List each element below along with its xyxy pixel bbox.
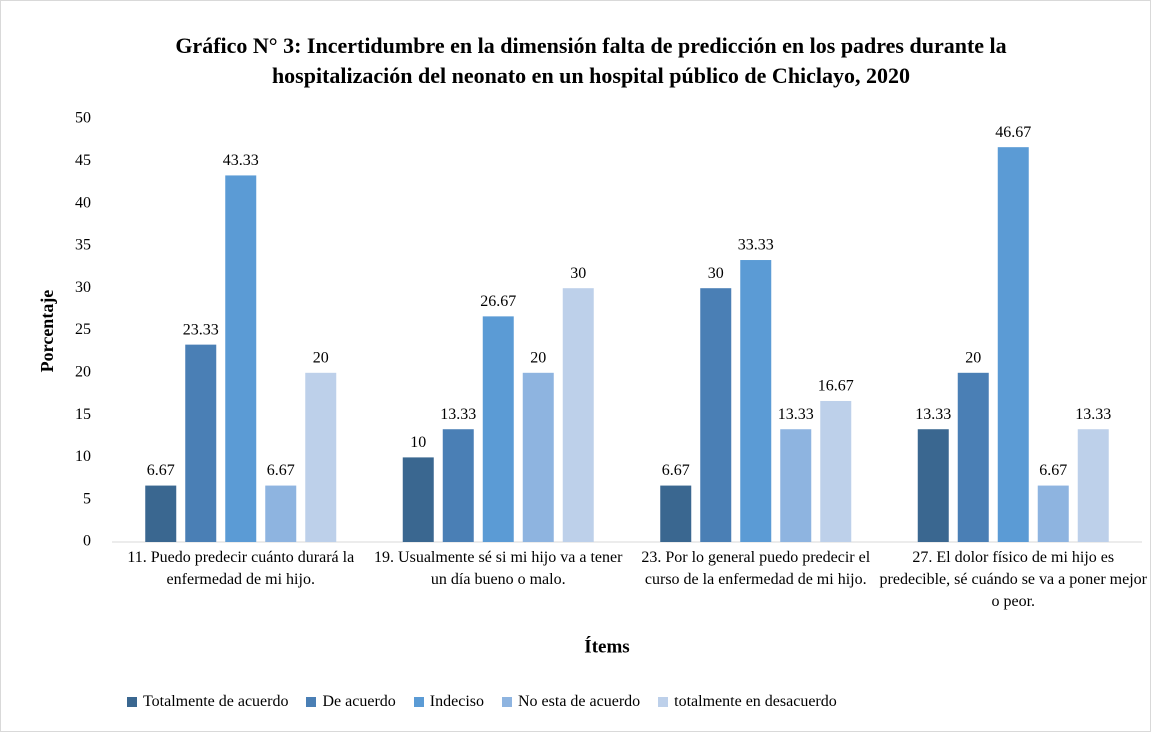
data-label: 6.67 (267, 462, 295, 479)
bar (562, 288, 594, 542)
legend-swatch (306, 697, 317, 707)
legend-item: Totalmente de acuerdo (127, 693, 288, 711)
data-label: 46.67 (995, 124, 1031, 141)
bar (522, 372, 554, 542)
legend-label: De acuerdo (322, 693, 396, 710)
data-label: 43.33 (223, 152, 259, 169)
bar (185, 344, 217, 542)
x-tick-label: 11. Puedo predecir cuánto durará la enfe… (127, 549, 355, 588)
data-label: 23.33 (183, 321, 219, 338)
data-label: 20 (530, 349, 546, 366)
bar (482, 316, 514, 542)
y-tick-label: 5 (83, 490, 91, 507)
y-axis-label: Porcentaje (37, 290, 57, 373)
legend-swatch (658, 697, 669, 707)
bar (997, 147, 1029, 542)
y-tick-label: 40 (75, 194, 91, 211)
y-tick-label: 0 (83, 533, 91, 550)
data-label: 30 (570, 265, 586, 282)
bar (700, 288, 732, 542)
data-label: 13.33 (915, 406, 951, 423)
bar (1077, 429, 1109, 542)
bar (917, 429, 949, 542)
y-tick-label: 20 (75, 363, 91, 380)
data-label: 6.67 (147, 462, 175, 479)
bar (957, 372, 989, 542)
legend-swatch (127, 697, 137, 707)
legend-item: De acuerdo (306, 693, 396, 711)
y-tick-label: 35 (75, 237, 91, 254)
data-label: 13.33 (778, 406, 814, 423)
legend-label: Indeciso (429, 693, 484, 710)
y-tick-label: 15 (75, 406, 91, 423)
data-label: 30 (708, 265, 724, 282)
y-tick-label: 30 (75, 279, 91, 296)
legend-swatch (413, 697, 424, 707)
x-axis-label: Ítems (584, 635, 629, 657)
data-label: 6.67 (1039, 462, 1067, 479)
bar (265, 485, 297, 542)
data-label: 26.67 (480, 293, 516, 310)
data-label: 16.67 (818, 378, 854, 395)
bar (740, 260, 772, 542)
x-tick-label: 27. El dolor físico de mi hijo es predec… (879, 549, 1147, 610)
y-tick-label: 45 (75, 152, 91, 169)
legend-item: No esta de acuerdo (501, 693, 641, 711)
bar (442, 429, 474, 542)
x-tick-label: 19. Usualmente sé si mi hijo va a tener … (374, 549, 623, 588)
data-label: 33.33 (738, 237, 774, 254)
bar (1037, 485, 1069, 542)
data-label: 10 (410, 434, 426, 451)
data-label: 13.33 (440, 406, 476, 423)
data-label: 6.67 (662, 462, 690, 479)
legend-swatch (501, 697, 512, 707)
bar (780, 429, 812, 542)
data-label: 20 (965, 349, 981, 366)
legend-label: No esta de acuerdo (517, 693, 641, 710)
legend-item: Indeciso (413, 693, 484, 711)
bar (660, 485, 692, 542)
legend-label: totalmente en desacuerdo (674, 693, 837, 710)
bar (145, 485, 177, 542)
legend: Totalmente de acuerdo De acuerdo Indeciso N… (127, 693, 837, 711)
bar (820, 400, 852, 542)
legend-item: totalmente en desacuerdo (658, 693, 837, 711)
data-label: 13.33 (1075, 406, 1111, 423)
y-tick-label: 50 (75, 110, 91, 127)
x-tick-label: 23. Por lo general puedo predecir el cur… (641, 549, 871, 588)
legend-label: Totalmente de acuerdo (143, 693, 289, 710)
y-tick-label: 25 (75, 321, 91, 338)
bar (305, 372, 337, 542)
chart-title: Gráfico N° 3: Incertidumbre en la dimens… (175, 33, 1007, 88)
bar (225, 175, 257, 542)
bar (402, 457, 434, 542)
y-tick-label: 10 (75, 448, 91, 465)
data-label: 20 (313, 349, 329, 366)
